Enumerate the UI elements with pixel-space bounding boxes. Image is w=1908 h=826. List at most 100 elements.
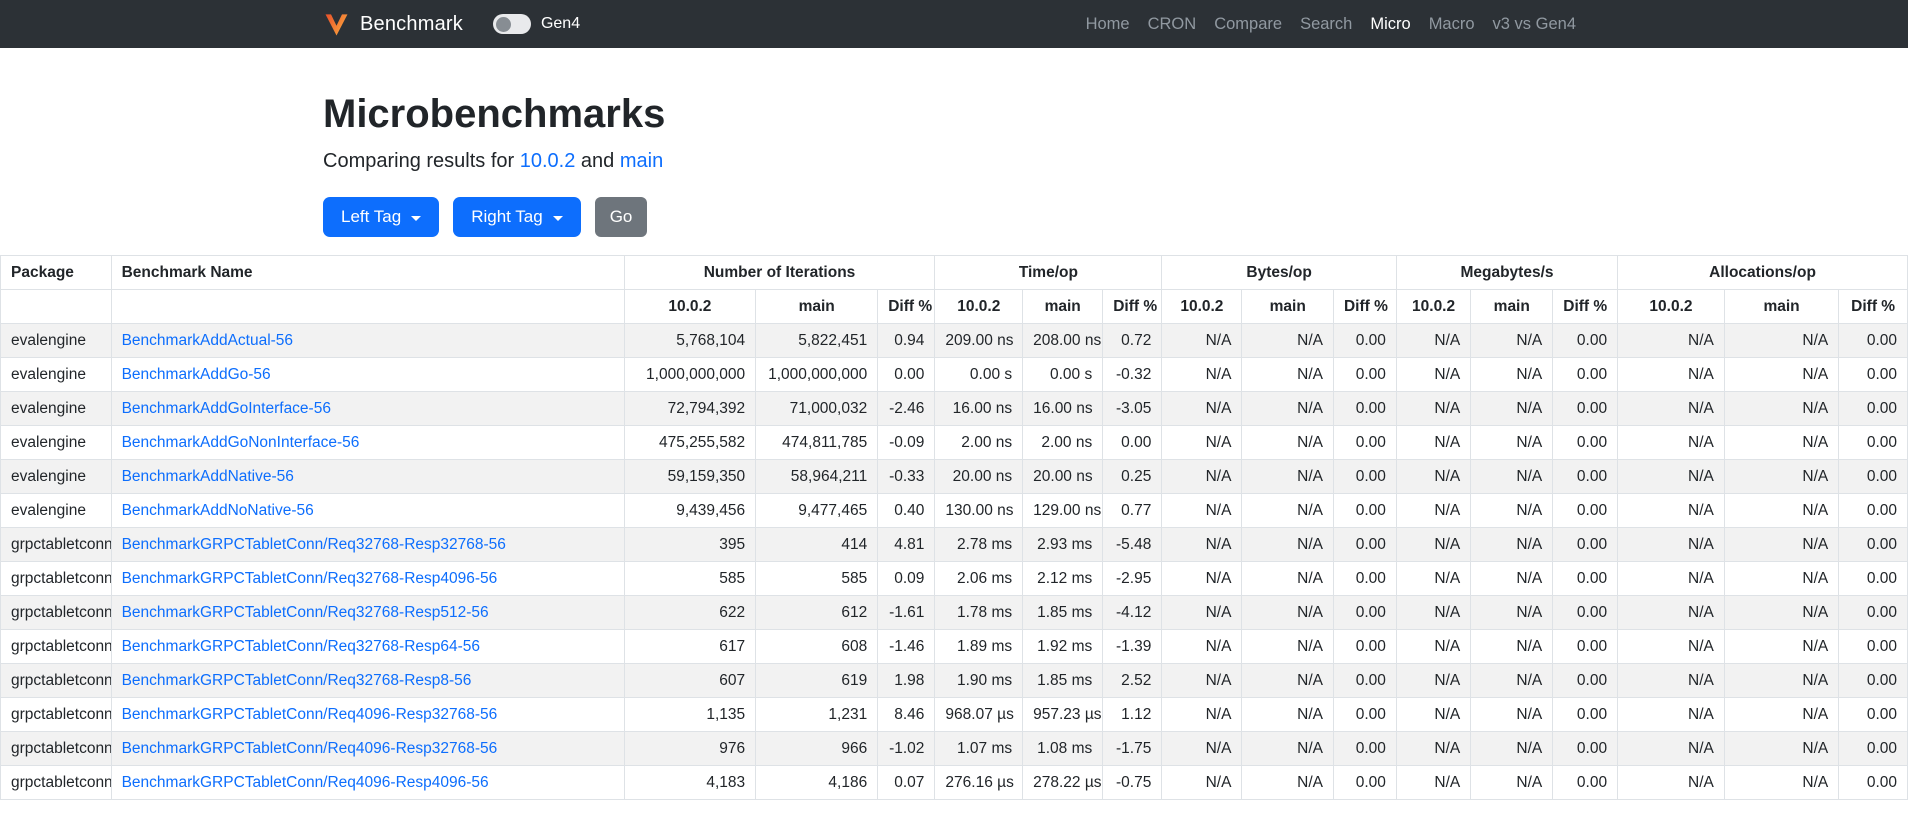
value-cell: N/A (1241, 697, 1334, 732)
nav-link-v3-vs-gen4[interactable]: v3 vs Gen4 (1492, 14, 1576, 33)
benchmark-link[interactable]: BenchmarkGRPCTabletConn/Req32768-Resp327… (121, 536, 506, 553)
nav-link-home[interactable]: Home (1085, 14, 1130, 33)
value-cell: 0.00 (1552, 765, 1619, 800)
value-cell: 0.00 s (934, 357, 1024, 392)
gen4-toggle[interactable] (492, 14, 531, 34)
value-cell: -1.02 (877, 731, 936, 766)
group-header-time-op: Time/op (934, 255, 1163, 290)
value-cell: N/A (1241, 527, 1334, 562)
value-cell: 0.00 (1838, 731, 1908, 766)
nav-link-cron[interactable]: CRON (1147, 14, 1197, 33)
benchmark-name-cell: BenchmarkGRPCTabletConn/Req32768-Resp8-5… (110, 663, 625, 698)
sub-column-header: 10.0.2 (1617, 289, 1725, 324)
value-cell: N/A (1470, 459, 1554, 494)
value-cell: 20.00 ns (1022, 459, 1104, 494)
table-row: evalengine BenchmarkAddNative-56 59,159,35… (0, 459, 1908, 494)
value-cell: 0.94 (877, 323, 936, 358)
package-cell: evalengine (0, 459, 112, 494)
brand[interactable]: Benchmark (323, 11, 463, 38)
vitess-logo-icon (323, 11, 350, 38)
value-cell: N/A (1241, 765, 1334, 800)
value-cell: N/A (1617, 391, 1725, 426)
value-cell: 1,135 (623, 697, 757, 732)
value-cell: 2.00 ns (934, 425, 1024, 460)
value-cell: 612 (755, 595, 879, 630)
sub-column-header: 10.0.2 (1161, 289, 1243, 324)
value-cell: 1.98 (877, 663, 936, 698)
benchmark-link[interactable]: BenchmarkAddGoNonInterface-56 (121, 434, 360, 451)
value-cell: 0.00 (1552, 493, 1619, 528)
benchmark-link[interactable]: BenchmarkAddNoNative-56 (121, 502, 314, 519)
benchmark-name-cell: BenchmarkAddGo-56 (110, 357, 625, 392)
value-cell: 968.07 µs (934, 697, 1024, 732)
sub-column-header: Diff % (1332, 289, 1397, 324)
left-version-link[interactable]: 10.0.2 (519, 150, 576, 172)
benchmarks-table: Package Benchmark Name Number of Iterati… (0, 255, 1908, 800)
benchmark-link[interactable]: BenchmarkAddGoInterface-56 (121, 400, 331, 417)
left-tag-button[interactable]: Left Tag (323, 197, 440, 237)
value-cell: 1.89 ms (934, 629, 1024, 664)
value-cell: N/A (1723, 459, 1840, 494)
package-cell: evalengine (0, 357, 112, 392)
value-cell: -1.61 (877, 595, 936, 630)
benchmark-link[interactable]: BenchmarkAddNative-56 (121, 468, 294, 485)
value-cell: 0.00 (1332, 663, 1397, 698)
value-cell: N/A (1723, 425, 1840, 460)
value-cell: N/A (1395, 527, 1472, 562)
value-cell: N/A (1161, 663, 1243, 698)
value-cell: 0.25 (1102, 459, 1163, 494)
benchmark-link[interactable]: BenchmarkGRPCTabletConn/Req4096-Resp3276… (121, 740, 498, 757)
empty-header-cell (110, 289, 625, 324)
value-cell: N/A (1395, 595, 1472, 630)
value-cell: 0.00 (1332, 493, 1397, 528)
table-row: grpctabletconn BenchmarkGRPCTabletConn/Re… (0, 629, 1908, 664)
value-cell: 8.46 (877, 697, 936, 732)
table-row: evalengine BenchmarkAddNoNative-56 9,439,4… (0, 493, 1908, 528)
benchmark-link[interactable]: BenchmarkGRPCTabletConn/Req4096-Resp3276… (121, 706, 498, 723)
nav-link-compare[interactable]: Compare (1214, 14, 1283, 33)
value-cell: 0.00 (1838, 663, 1908, 698)
value-cell: N/A (1161, 765, 1243, 800)
value-cell: 0.77 (1102, 493, 1163, 528)
package-cell: evalengine (0, 425, 112, 460)
benchmark-link[interactable]: BenchmarkGRPCTabletConn/Req32768-Resp64-… (121, 638, 481, 655)
value-cell: -0.75 (1102, 765, 1163, 800)
table-row: grpctabletconn BenchmarkGRPCTabletConn/Re… (0, 765, 1908, 800)
subtitle-prefix: Comparing results for (323, 150, 515, 172)
value-cell: N/A (1723, 493, 1840, 528)
go-button[interactable]: Go (594, 197, 648, 237)
nav-link-macro[interactable]: Macro (1428, 14, 1475, 33)
column-header-package: Package (0, 255, 112, 290)
value-cell: -3.05 (1102, 391, 1163, 426)
benchmark-link[interactable]: BenchmarkGRPCTabletConn/Req4096-Resp4096… (121, 774, 489, 791)
value-cell: 0.00 (1838, 527, 1908, 562)
sub-column-header: main (1470, 289, 1554, 324)
sub-column-header: Diff % (1552, 289, 1619, 324)
value-cell: N/A (1161, 425, 1243, 460)
table-row: evalengine BenchmarkAddGoNonInterface-56 4… (0, 425, 1908, 460)
value-cell: N/A (1241, 731, 1334, 766)
value-cell: N/A (1241, 561, 1334, 596)
group-header-megabytes-s: Megabytes/s (1395, 255, 1619, 290)
value-cell: N/A (1161, 493, 1243, 528)
nav-link-micro[interactable]: Micro (1370, 14, 1411, 33)
benchmark-link[interactable]: BenchmarkGRPCTabletConn/Req32768-Resp8-5… (121, 672, 472, 689)
right-tag-button[interactable]: Right Tag (453, 197, 581, 237)
nav-link-search[interactable]: Search (1300, 14, 1353, 33)
value-cell: 0.00 (1838, 595, 1908, 630)
benchmark-link[interactable]: BenchmarkGRPCTabletConn/Req32768-Resp512… (121, 604, 489, 621)
caret-down-icon (552, 215, 563, 221)
sub-column-header: main (755, 289, 879, 324)
value-cell: 0.00 (1332, 697, 1397, 732)
value-cell: N/A (1723, 765, 1840, 800)
table-row: evalengine BenchmarkAddGo-56 1,000,000,000… (0, 357, 1908, 392)
benchmark-link[interactable]: BenchmarkGRPCTabletConn/Req32768-Resp409… (121, 570, 498, 587)
value-cell: 130.00 ns (934, 493, 1024, 528)
empty-header-cell (0, 289, 112, 324)
value-cell: 0.00 (1332, 595, 1397, 630)
benchmark-link[interactable]: BenchmarkAddActual-56 (121, 332, 294, 349)
value-cell: 0.00 (1552, 357, 1619, 392)
value-cell: N/A (1161, 595, 1243, 630)
right-version-link[interactable]: main (619, 150, 664, 172)
benchmark-link[interactable]: BenchmarkAddGo-56 (121, 366, 271, 383)
